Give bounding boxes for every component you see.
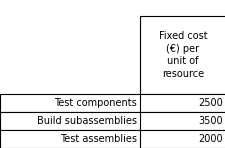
Text: Build subassemblies: Build subassemblies [37,116,136,126]
Bar [0,112,225,130]
Text: Fixed cost
(€) per
unit of
resource: Fixed cost (€) per unit of resource [158,31,206,79]
Text: 2500: 2500 [197,98,222,108]
Bar [0,94,225,112]
Bar [0,130,225,148]
Bar [139,16,225,94]
Text: Test components: Test components [54,98,136,108]
Text: 3500: 3500 [198,116,222,126]
Text: 2000: 2000 [198,134,222,144]
Text: Test assemblies: Test assemblies [60,134,136,144]
